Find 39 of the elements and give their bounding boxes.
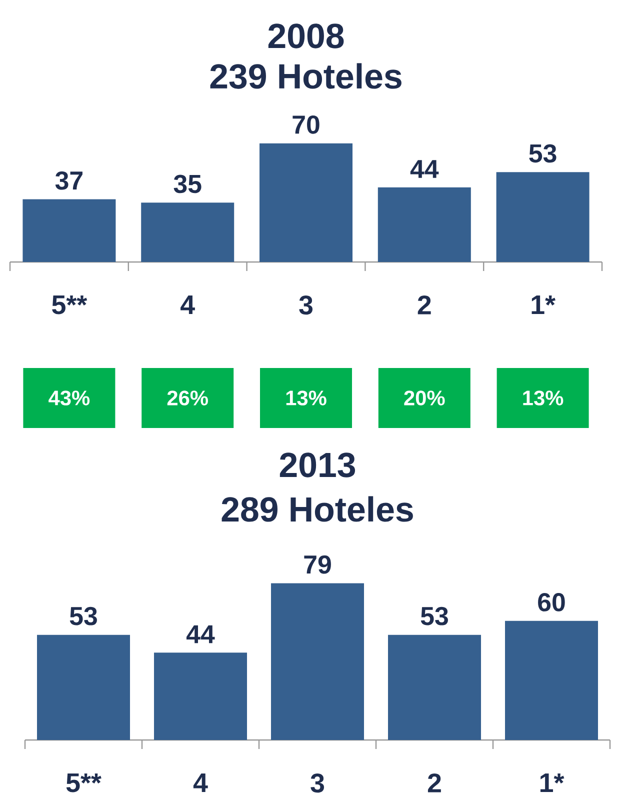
- data-label: 44: [410, 160, 439, 178]
- x-tick-label: 2: [428, 774, 441, 792]
- bar: [505, 620, 598, 740]
- bar: [271, 583, 364, 740]
- x-tick-label: 3: [299, 296, 313, 315]
- bar: [260, 143, 353, 262]
- bar: [496, 172, 590, 262]
- data-label: 53: [529, 144, 556, 163]
- data-label: 60: [538, 593, 565, 612]
- chart-title: 2008: [268, 24, 344, 48]
- data-label: 37: [55, 171, 82, 190]
- data-label: 70: [292, 115, 320, 134]
- chart-title: 2013: [280, 452, 356, 478]
- x-tick-label: 3: [310, 774, 324, 793]
- text: 26%: [167, 390, 208, 406]
- data-label: 79: [304, 555, 331, 574]
- x-tick-label: 5**: [52, 296, 88, 314]
- data-label: 53: [420, 606, 448, 626]
- bar: [388, 634, 482, 740]
- x-tick-label: 1*: [532, 296, 556, 314]
- chart-subtitle: 289 Hoteles: [222, 496, 413, 522]
- bar: [378, 187, 471, 262]
- text: 20%: [404, 390, 445, 406]
- x-tick-label: 5**: [66, 774, 102, 792]
- bar: [37, 634, 130, 740]
- bar: [22, 199, 116, 262]
- text: 13%: [523, 390, 564, 406]
- x-tick-label: 4: [193, 774, 208, 792]
- chart-subtitle: 239 Hoteles: [210, 63, 402, 89]
- text: 43%: [48, 390, 90, 406]
- bar: [154, 652, 248, 740]
- data-label: 53: [70, 606, 97, 626]
- x-tick-label: 2: [418, 296, 431, 314]
- bar: [141, 202, 234, 262]
- text: 13%: [286, 390, 326, 406]
- x-tick-label: 4: [180, 296, 195, 314]
- data-label: 44: [186, 625, 215, 644]
- x-tick-label: 1*: [540, 774, 564, 792]
- data-label: 35: [174, 174, 202, 194]
